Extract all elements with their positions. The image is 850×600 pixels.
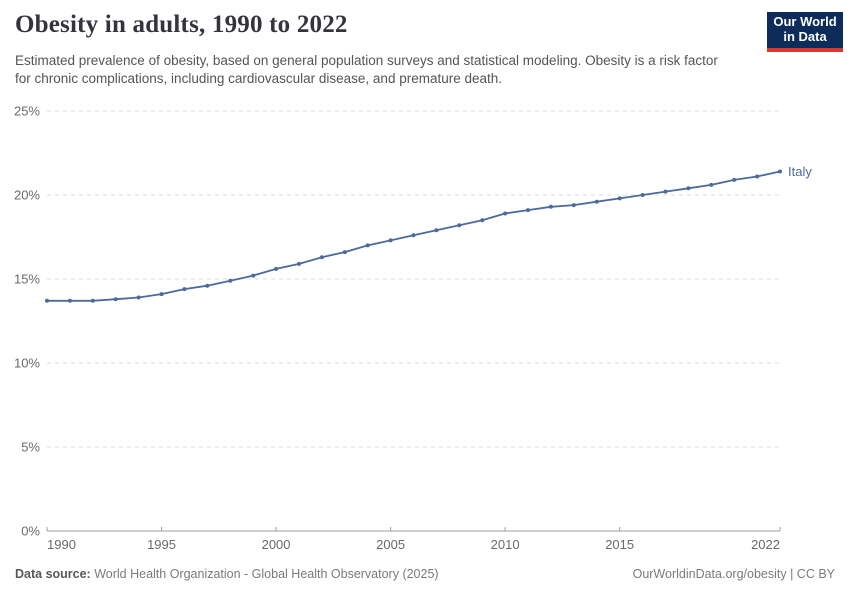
- data-point: [228, 278, 233, 283]
- x-tick-label: 2022: [751, 537, 780, 552]
- data-point: [182, 287, 187, 292]
- x-tick-label: 2015: [605, 537, 634, 552]
- owid-logo-line2: in Data: [783, 29, 827, 44]
- data-source-text: World Health Organization - Global Healt…: [90, 567, 439, 581]
- owid-logo-line1: Our World: [773, 14, 837, 30]
- data-point: [90, 298, 95, 303]
- data-point: [617, 196, 622, 201]
- data-point: [342, 250, 347, 255]
- data-point: [365, 243, 370, 248]
- data-point: [319, 255, 324, 260]
- data-point: [640, 193, 645, 197]
- data-point: [205, 283, 210, 288]
- data-point: [388, 238, 393, 243]
- data-point: [503, 211, 508, 216]
- data-point: [274, 266, 279, 271]
- data-point: [594, 199, 599, 204]
- data-point: [663, 189, 668, 194]
- data-point: [709, 182, 714, 187]
- x-tick-label: 2005: [376, 537, 405, 552]
- y-tick-label: 5%: [21, 440, 40, 455]
- data-point: [67, 298, 72, 303]
- y-tick-label: 25%: [14, 104, 40, 119]
- data-point: [45, 298, 49, 303]
- x-tick-label: 1995: [147, 537, 176, 552]
- x-tick-label: 2000: [262, 537, 291, 552]
- y-tick-label: 0%: [21, 524, 40, 539]
- data-point: [526, 208, 530, 213]
- data-source-label: Data source:: [15, 567, 91, 581]
- y-tick-label: 10%: [14, 356, 40, 371]
- data-point: [755, 174, 760, 179]
- credit-text: OurWorldinData.org/obesity | CC BY: [632, 567, 835, 581]
- data-point: [457, 223, 462, 228]
- data-point: [411, 233, 416, 238]
- chart-subtitle: Estimated prevalence of obesity, based o…: [15, 53, 718, 86]
- data-point: [297, 261, 301, 266]
- data-point: [732, 177, 737, 182]
- line-chart: 0% 5% 10% 15% 20% 25% 1990 1995 2000 2005 2010 2015…: [14, 104, 812, 553]
- y-tick-label: 20%: [14, 188, 40, 203]
- data-source: Data source: World Health Organization -…: [15, 567, 439, 581]
- data-point: [686, 186, 691, 191]
- data-point: [159, 292, 164, 297]
- data-point: [548, 204, 553, 209]
- x-tick-label: 1990: [47, 537, 76, 552]
- data-point: [251, 273, 256, 278]
- data-point: [778, 169, 782, 174]
- page-title: Obesity in adults, 1990 to 2022: [15, 11, 348, 38]
- data-point: [136, 295, 141, 300]
- data-point: [480, 218, 485, 223]
- data-point: [434, 228, 439, 233]
- owid-logo: Our World in Data: [767, 12, 843, 52]
- data-point: [571, 203, 576, 208]
- chart-footer: Data source: World Health Organization -…: [15, 567, 835, 581]
- y-tick-label: 15%: [14, 272, 40, 287]
- x-tick-label: 2010: [491, 537, 520, 552]
- series-end-label: Italy: [788, 164, 812, 179]
- data-point: [113, 297, 118, 302]
